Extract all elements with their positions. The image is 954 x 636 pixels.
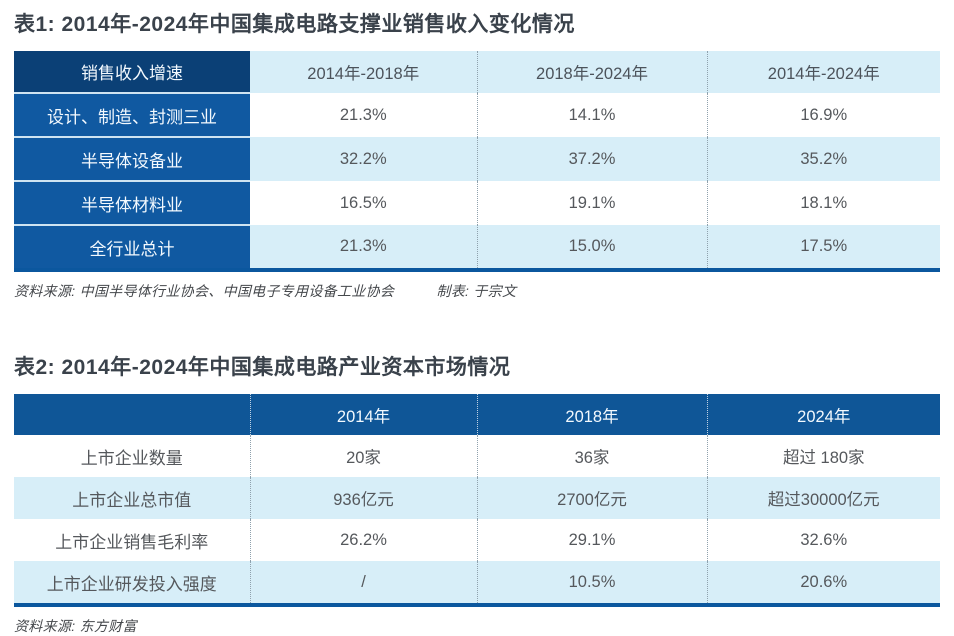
table1-row: 全行业总计 21.3% 15.0% 17.5% bbox=[14, 224, 940, 270]
value-cell: 35.2% bbox=[706, 137, 940, 181]
value-cell: 18.1% bbox=[706, 181, 940, 225]
table2: 2014年 2018年 2024年 上市企业数量 20家 36家 超过 180家… bbox=[14, 394, 940, 607]
table1-header-row: 销售收入增速 2014年-2018年 2018年-2024年 2014年-202… bbox=[14, 51, 940, 93]
value-cell: 32.2% bbox=[250, 137, 477, 181]
table2-row: 上市企业数量 20家 36家 超过 180家 bbox=[14, 435, 940, 477]
table1-corner-header: 销售收入增速 bbox=[14, 51, 250, 93]
value-cell: 20.6% bbox=[706, 561, 940, 605]
table2-row: 上市企业销售毛利率 26.2% 29.1% 32.6% bbox=[14, 519, 940, 561]
table1-credit: 制表: 于宗文 bbox=[436, 283, 517, 299]
table2-col-header: 2024年 bbox=[706, 394, 940, 435]
value-cell: 36家 bbox=[476, 435, 707, 477]
table2-title: 表2: 2014年-2024年中国集成电路产业资本市场情况 bbox=[14, 356, 511, 379]
table2-corner-header bbox=[14, 394, 250, 435]
row-label-cell: 上市企业总市值 bbox=[14, 477, 250, 519]
value-cell: 20家 bbox=[249, 435, 477, 477]
table1-title: 表1: 2014年-2024年中国集成电路支撑业销售收入变化情况 bbox=[14, 13, 575, 36]
table1-source: 资料来源: 中国半导体行业协会、中国电子专用设备工业协会 bbox=[14, 283, 395, 299]
value-cell: 21.3% bbox=[250, 93, 477, 137]
value-cell: 21.3% bbox=[250, 225, 477, 270]
table1-row: 半导体材料业 16.5% 19.1% 18.1% bbox=[14, 180, 940, 225]
table2-col-header: 2018年 bbox=[476, 394, 707, 435]
table1-row: 半导体设备业 32.2% 37.2% 35.2% bbox=[14, 136, 940, 181]
value-cell: 17.5% bbox=[706, 225, 940, 270]
value-cell: 37.2% bbox=[476, 137, 707, 181]
value-cell: 16.5% bbox=[250, 181, 477, 225]
value-cell: 超过30000亿元 bbox=[706, 477, 940, 519]
table2-header-row: 2014年 2018年 2024年 bbox=[14, 394, 940, 435]
table1-col-header: 2014年-2024年 bbox=[706, 51, 940, 93]
row-label-cell: 上市企业研发投入强度 bbox=[14, 561, 250, 605]
table1-source-line: 资料来源: 中国半导体行业协会、中国电子专用设备工业协会 制表: 于宗文 bbox=[14, 281, 940, 301]
value-cell: 10.5% bbox=[476, 561, 707, 605]
table1-col-header: 2014年-2018年 bbox=[250, 51, 477, 93]
row-label-cell: 设计、制造、封测三业 bbox=[14, 92, 250, 137]
value-cell: 19.1% bbox=[476, 181, 707, 225]
value-cell: / bbox=[249, 561, 477, 605]
value-cell: 16.9% bbox=[706, 93, 940, 137]
table2-section: 表2: 2014年-2024年中国集成电路产业资本市场情况 2014年 2018… bbox=[14, 355, 940, 636]
row-label-cell: 上市企业数量 bbox=[14, 435, 250, 477]
value-cell: 15.0% bbox=[476, 225, 707, 270]
value-cell: 超过 180家 bbox=[706, 435, 940, 477]
table1-row: 设计、制造、封测三业 21.3% 14.1% 16.9% bbox=[14, 92, 940, 137]
value-cell: 32.6% bbox=[706, 519, 940, 561]
value-cell: 29.1% bbox=[476, 519, 707, 561]
row-label-cell: 全行业总计 bbox=[14, 224, 250, 270]
table1: 销售收入增速 2014年-2018年 2018年-2024年 2014年-202… bbox=[14, 51, 940, 272]
value-cell: 26.2% bbox=[249, 519, 477, 561]
table1-col-header: 2018年-2024年 bbox=[476, 51, 707, 93]
value-cell: 2700亿元 bbox=[476, 477, 707, 519]
row-label-cell: 半导体设备业 bbox=[14, 136, 250, 181]
table2-col-header: 2014年 bbox=[249, 394, 477, 435]
value-cell: 14.1% bbox=[476, 93, 707, 137]
table2-row: 上市企业研发投入强度 / 10.5% 20.6% bbox=[14, 561, 940, 605]
table1-section: 表1: 2014年-2024年中国集成电路支撑业销售收入变化情况 销售收入增速 … bbox=[14, 12, 940, 301]
table2-source: 资料来源: 东方财富 bbox=[14, 618, 137, 634]
value-cell: 936亿元 bbox=[249, 477, 477, 519]
table2-source-line: 资料来源: 东方财富 bbox=[14, 616, 940, 636]
table2-row: 上市企业总市值 936亿元 2700亿元 超过30000亿元 bbox=[14, 477, 940, 519]
row-label-cell: 上市企业销售毛利率 bbox=[14, 519, 250, 561]
row-label-cell: 半导体材料业 bbox=[14, 180, 250, 225]
